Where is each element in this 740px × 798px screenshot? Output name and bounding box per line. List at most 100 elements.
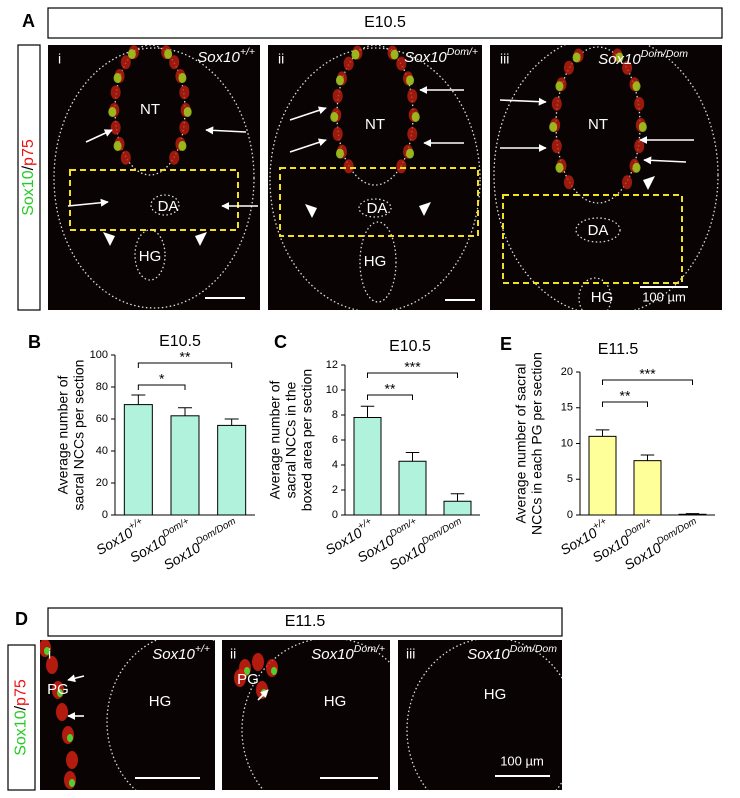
micrograph: i Sox10+/+ NT DA HG [48, 45, 260, 310]
y-tick-label: 15 [561, 402, 573, 414]
significance-label: * [159, 371, 165, 387]
micrograph: i Sox10+/+ PG HG [40, 640, 215, 790]
genotype-base: Sox10 [311, 646, 354, 663]
micrograph: ii Sox10Dom/+ PG HG [222, 640, 390, 790]
panel-letter: B [28, 332, 41, 352]
cells [622, 175, 633, 190]
cells [69, 779, 75, 787]
cells [549, 122, 558, 132]
cells [169, 150, 180, 165]
panel-letter: A [22, 11, 35, 31]
scale-label: 100 µm [642, 289, 686, 304]
tissue-outline [359, 221, 397, 303]
cells [57, 689, 63, 697]
micrograph-bg [398, 640, 562, 790]
cells [108, 107, 117, 117]
y-tick-label: 40 [96, 445, 108, 457]
cells [632, 81, 641, 92]
cells [179, 85, 190, 100]
cells [634, 96, 645, 111]
cells [178, 140, 187, 151]
bar [123, 404, 153, 516]
bar [588, 435, 617, 516]
genotype-sup: +/+ [240, 46, 255, 58]
cells [332, 88, 343, 103]
cells [638, 122, 647, 132]
significance-label: ** [180, 349, 191, 365]
cells [563, 60, 574, 75]
genotype-sup: +/+ [195, 643, 210, 655]
y-axis-label: Average number of sacral [513, 363, 529, 523]
cells [110, 120, 121, 135]
cells [390, 49, 399, 60]
structure-label: NT [140, 101, 160, 118]
tissue-outline [150, 194, 180, 216]
cells [343, 56, 354, 71]
cells [406, 75, 415, 86]
arrow [499, 97, 547, 106]
cells [335, 75, 344, 86]
cells [178, 73, 187, 84]
cells [56, 703, 68, 721]
y-axis-label: boxed area per section [299, 369, 315, 511]
y-tick-label: 10 [326, 384, 338, 396]
significance-label: ** [620, 388, 631, 404]
panel-letter: D [15, 609, 28, 629]
cells [563, 175, 574, 190]
bar [170, 415, 200, 516]
structure-label: DA [367, 200, 388, 217]
genotype: Sox10Dom/Dom [598, 48, 688, 68]
significance-bracket [137, 384, 186, 390]
tissue-outline [134, 229, 166, 281]
y-tick-label: 100 [90, 349, 108, 361]
significance-bracket [137, 362, 233, 368]
tissue-outline [575, 217, 621, 243]
y-tick-label: 12 [326, 359, 338, 371]
genotype: Sox10+/+ [152, 643, 210, 663]
arrow [257, 689, 269, 701]
structure-label: NT [365, 116, 385, 133]
stain-part: / [13, 705, 30, 710]
stain-part: Sox10 [13, 710, 30, 755]
y-tick-label: 10 [561, 437, 573, 449]
y-tick-label: 8 [332, 409, 338, 421]
significance-bracket [602, 401, 648, 407]
significance-bracket [367, 372, 458, 378]
cells [244, 667, 250, 675]
cells [622, 60, 633, 75]
cells [551, 96, 562, 111]
scale-label: 100 µm [500, 753, 544, 768]
micrograph-bg [48, 45, 260, 310]
arrow [67, 198, 109, 207]
boxed-area [279, 167, 479, 237]
image-index: ii [230, 646, 236, 662]
cells [343, 159, 354, 174]
structure-label: HG [484, 686, 507, 703]
structure-label: NT [588, 116, 608, 133]
tissue-outline [53, 47, 255, 309]
cells [407, 127, 418, 142]
arrowhead [195, 232, 207, 246]
bar [353, 417, 382, 516]
y-tick-label: 4 [332, 459, 338, 471]
structure-label: HG [591, 289, 614, 306]
cells [407, 88, 418, 103]
cells [572, 52, 581, 63]
significance-label: *** [404, 359, 421, 375]
error-bar [360, 405, 375, 418]
cells [632, 162, 641, 173]
arrowhead [305, 204, 317, 218]
y-axis-label: sacral NCCs in the [283, 381, 299, 498]
y-tick-label: 0 [332, 509, 338, 521]
error-bar [685, 513, 700, 515]
cells [335, 148, 344, 159]
cells [615, 52, 624, 63]
cells [46, 656, 58, 674]
cells [555, 81, 564, 92]
structure-label: HG [324, 693, 347, 710]
y-tick-label: 2 [332, 484, 338, 496]
y-axis-label: Average number of [55, 375, 71, 494]
genotype-sup: Dom/+ [160, 515, 191, 539]
structure-label: DA [588, 222, 609, 239]
bar [398, 460, 427, 516]
